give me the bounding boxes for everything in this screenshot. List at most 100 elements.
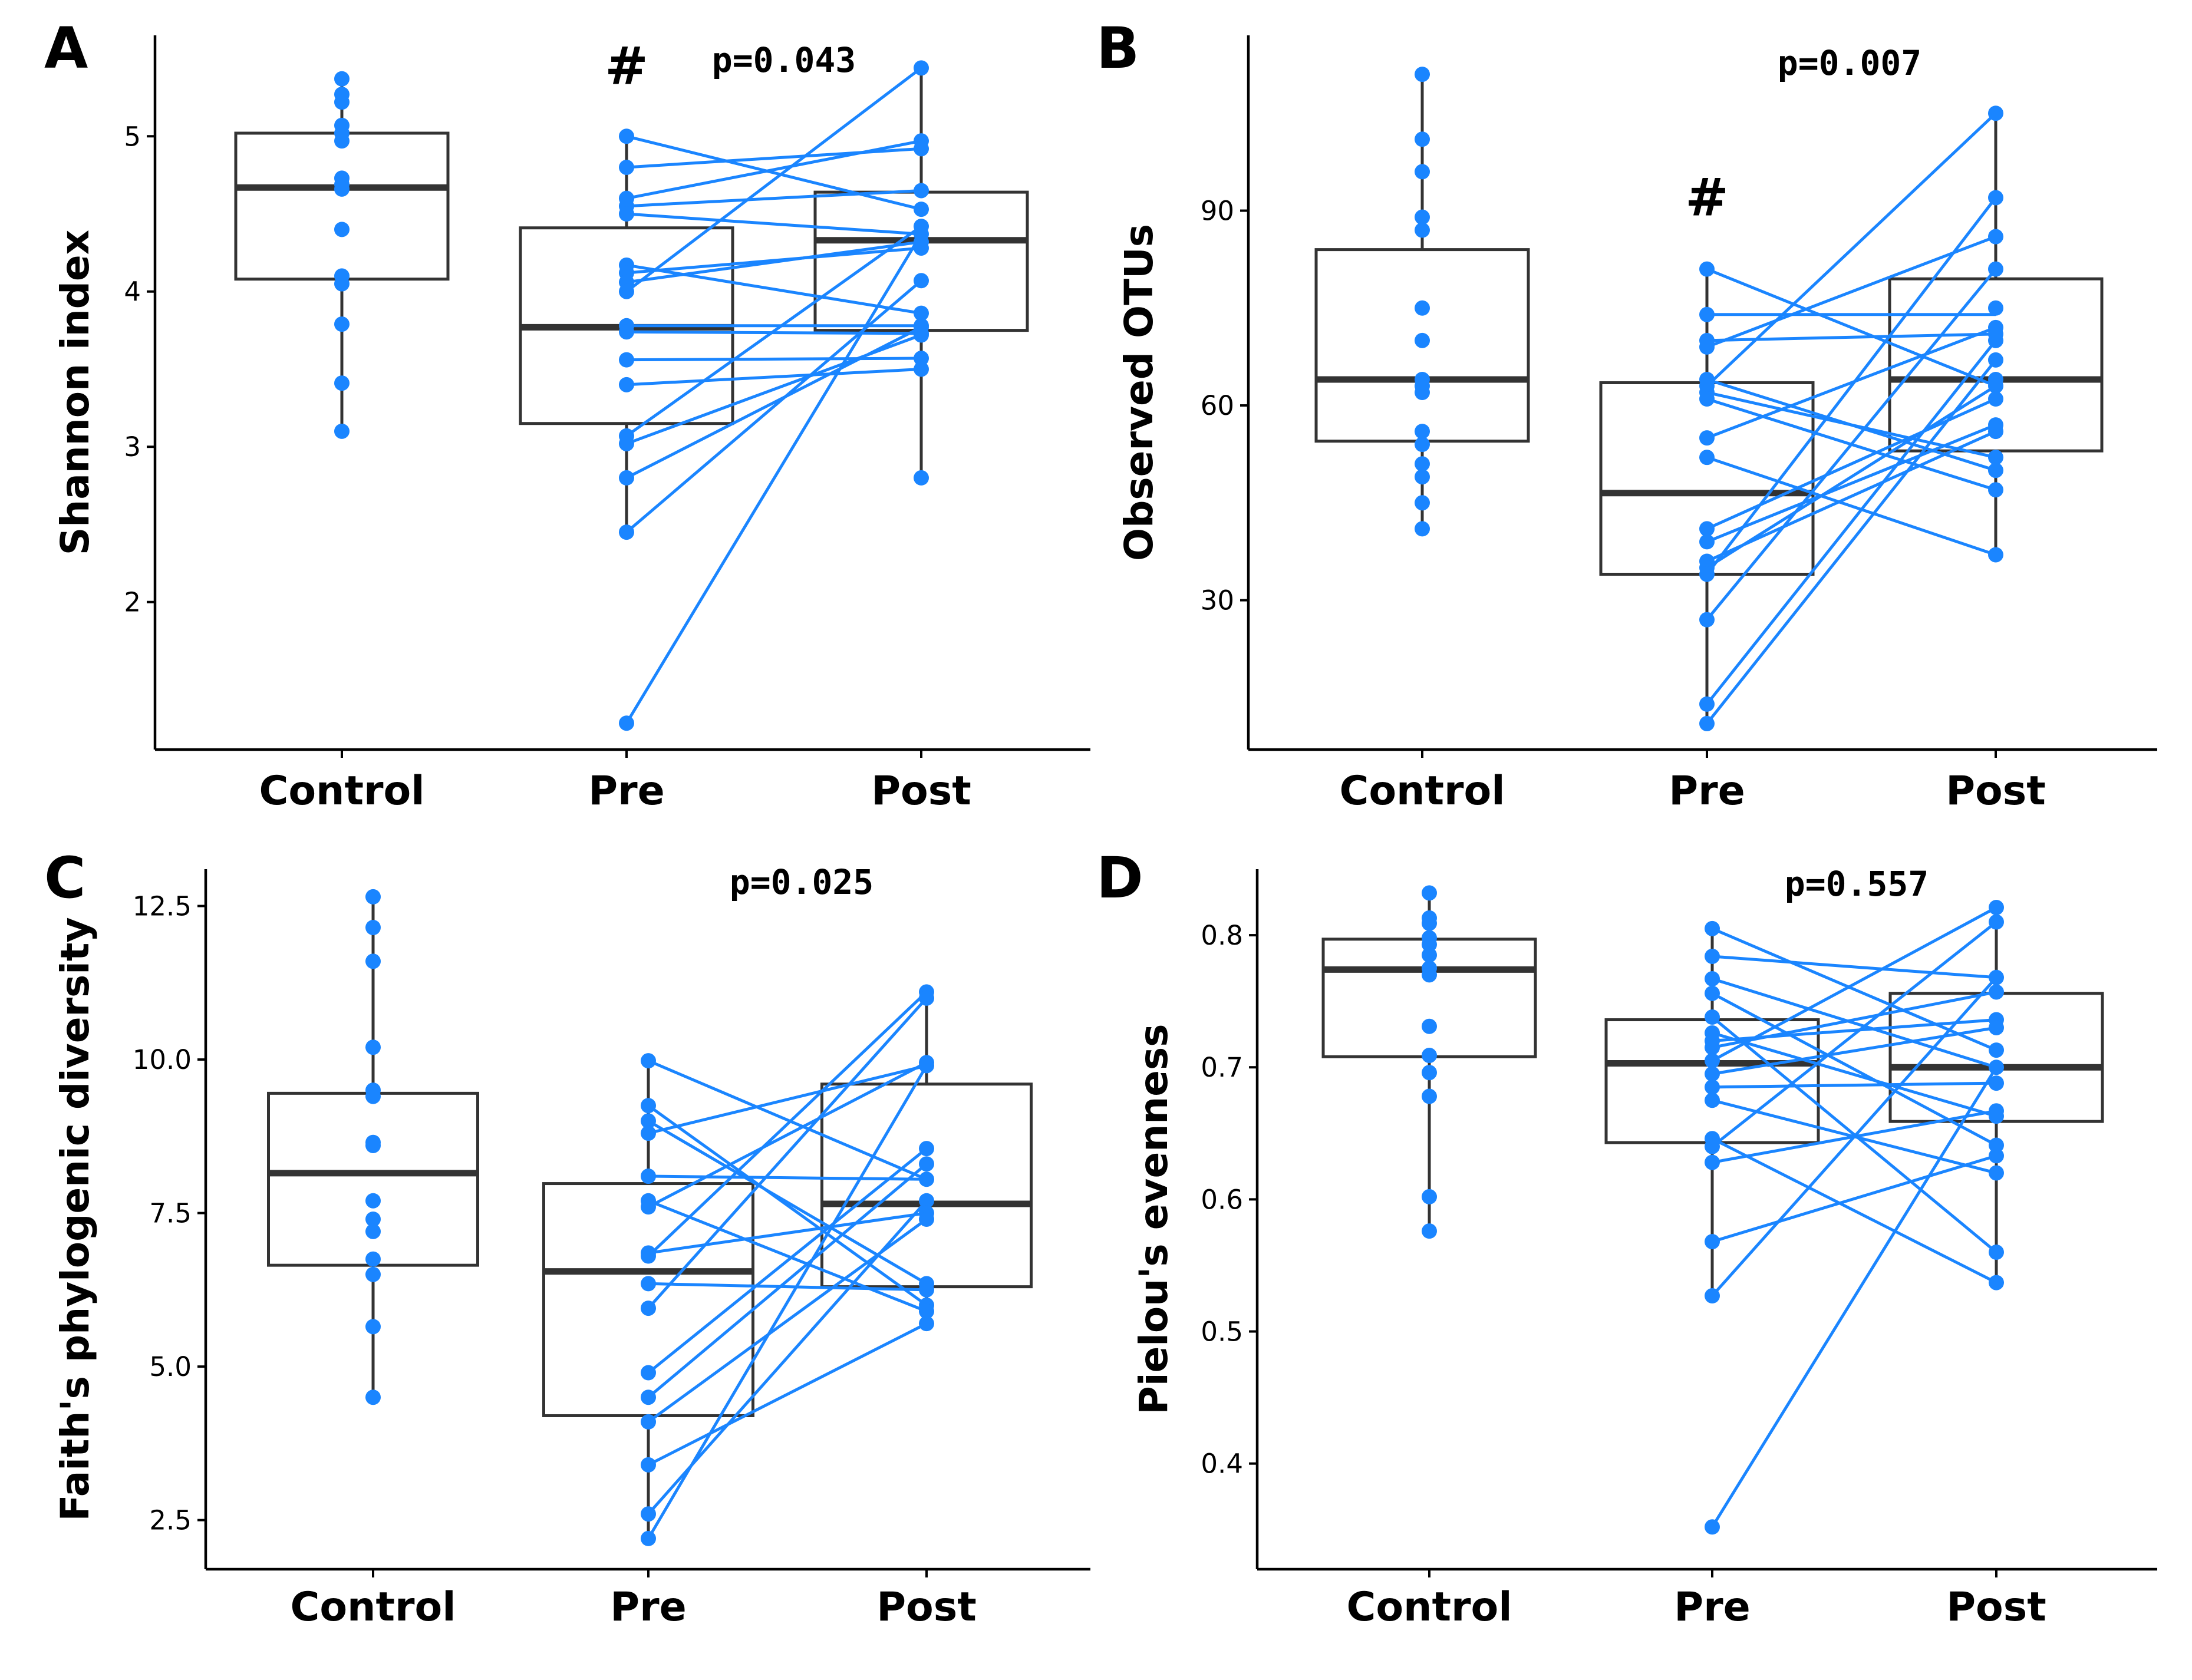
post-point	[1988, 352, 2003, 368]
pair-line	[626, 367, 922, 387]
pre-point	[641, 1530, 656, 1546]
control-point	[1422, 1018, 1437, 1034]
pair-line	[626, 357, 922, 362]
post-point	[1989, 984, 2004, 1000]
pre-point	[641, 1414, 656, 1430]
x-tick-label-post: Post	[871, 768, 971, 814]
y-tick-label: 0.5	[1201, 1316, 1243, 1348]
pair-line	[648, 1174, 927, 1181]
pair-line	[1706, 326, 1996, 440]
control-point	[365, 1251, 381, 1267]
post-point	[1989, 1148, 2004, 1164]
control-point	[1415, 209, 1430, 225]
control-point	[1422, 1065, 1437, 1081]
y-tick-label: 10.0	[133, 1044, 192, 1075]
pair-line	[1712, 1026, 1997, 1075]
post-point	[914, 361, 929, 377]
pair-line	[1706, 339, 1997, 705]
control-point	[1422, 1088, 1437, 1104]
control-point	[365, 889, 381, 905]
pre-point	[641, 1199, 656, 1215]
pre-point	[619, 470, 634, 486]
pair-line	[1706, 430, 1997, 563]
pair-line	[1711, 920, 1997, 1148]
post-point	[914, 470, 929, 486]
pair-line	[1712, 1081, 1997, 1089]
x-tick-label-pre: Pre	[610, 1584, 687, 1631]
pre-point	[1705, 1009, 1720, 1025]
y-tick-label: 90	[1201, 195, 1234, 226]
post-point	[919, 1193, 934, 1209]
control-point	[365, 1319, 381, 1335]
pair-line	[626, 147, 922, 169]
panel-b: 30 60 90 Control Pre Post Observed OTUs B p=0.00…	[1096, 15, 2157, 814]
control-point	[1415, 222, 1430, 238]
pre-point	[1705, 985, 1720, 1001]
pre-point	[1705, 1234, 1720, 1250]
pre-point	[619, 159, 634, 175]
pre-point	[1705, 1079, 1720, 1095]
post-point	[1988, 463, 2003, 478]
x-tick-label-pre: Pre	[1674, 1584, 1751, 1631]
post-point	[1988, 190, 2003, 206]
post-point	[1989, 914, 2004, 930]
pair-line	[647, 1065, 928, 1540]
pre-point	[619, 435, 634, 451]
post-point	[1989, 1042, 2004, 1058]
post-point	[1989, 1137, 2004, 1153]
pre-point	[1705, 920, 1720, 936]
control-point	[334, 181, 350, 197]
y-tick-label: 30	[1201, 585, 1234, 616]
post-point	[1989, 1019, 2004, 1035]
pre-point	[1699, 715, 1715, 731]
pre-point	[1699, 612, 1715, 628]
control-point	[365, 1088, 381, 1104]
pre-point	[619, 128, 634, 144]
post-point	[1989, 900, 2004, 916]
post-point	[914, 141, 929, 157]
control-point	[1415, 67, 1430, 82]
post-point	[914, 202, 929, 217]
pre-point	[641, 1125, 656, 1141]
y-axis-label: Pielou's evenness	[1131, 1024, 1176, 1414]
pair-line	[1706, 384, 1997, 569]
pre-point	[1705, 1066, 1720, 1082]
x-tick-label-control: Control	[259, 768, 424, 814]
post-point	[1989, 1075, 2004, 1091]
post-point	[1989, 1275, 2004, 1290]
x-tick-label-post: Post	[876, 1584, 977, 1631]
pair-line	[647, 1061, 928, 1209]
pair-line	[1706, 268, 1997, 621]
pair-line	[648, 1064, 927, 1135]
pre-point	[1699, 696, 1715, 712]
control-point	[365, 1389, 381, 1405]
control-point	[1415, 385, 1430, 400]
pre-point	[1699, 430, 1715, 446]
post-point	[1988, 547, 2003, 563]
control-point	[1415, 424, 1430, 440]
post-point	[1988, 326, 2003, 342]
post-point	[919, 1058, 934, 1074]
pair-line	[648, 1212, 927, 1255]
pair-line	[647, 1322, 928, 1467]
post-point	[914, 183, 929, 199]
post-point	[1989, 969, 2004, 985]
control-point	[1422, 1048, 1437, 1064]
control-point	[1422, 967, 1437, 983]
post-point	[914, 240, 929, 256]
control-point	[334, 276, 350, 292]
pair-line	[1706, 235, 1996, 349]
post-point	[919, 1303, 934, 1319]
y-tick-label: 5.0	[149, 1351, 192, 1382]
post-point	[1988, 229, 2003, 245]
pre-point	[619, 324, 634, 340]
box-control	[267, 1091, 479, 1267]
pre-point	[1705, 1138, 1720, 1154]
pair-line	[626, 189, 922, 208]
y-tick-label: 12.5	[133, 891, 192, 922]
pair-line	[626, 212, 922, 236]
control-point	[365, 1039, 381, 1055]
y-tick-label: 2.5	[149, 1505, 192, 1536]
control-point	[1422, 885, 1437, 901]
